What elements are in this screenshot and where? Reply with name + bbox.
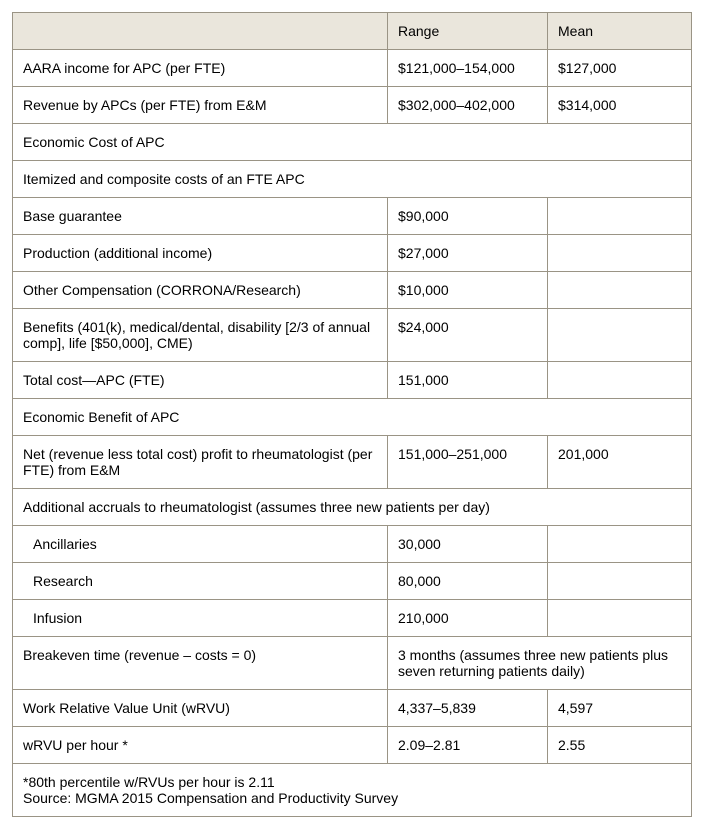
table-header-row: Range Mean xyxy=(13,13,692,50)
table-row: Revenue by APCs (per FTE) from E&M$302,0… xyxy=(13,87,692,124)
table-row: Economic Cost of APC xyxy=(13,124,692,161)
mean-cell: $314,000 xyxy=(548,87,692,124)
header-label xyxy=(13,13,388,50)
table-row: Research80,000 xyxy=(13,563,692,600)
label-cell: Production (additional income) xyxy=(13,235,388,272)
range-cell: 151,000–251,000 xyxy=(388,436,548,489)
footnote-row: *80th percentile w/RVUs per hour is 2.11… xyxy=(13,764,692,817)
label-cell: wRVU per hour * xyxy=(13,727,388,764)
range-cell: $27,000 xyxy=(388,235,548,272)
mean-cell xyxy=(548,309,692,362)
mean-cell xyxy=(548,272,692,309)
table-row: Additional accruals to rheumatologist (a… xyxy=(13,489,692,526)
header-mean: Mean xyxy=(548,13,692,50)
mean-cell: 201,000 xyxy=(548,436,692,489)
table-row: Economic Benefit of APC xyxy=(13,399,692,436)
table-row: Net (revenue less total cost) profit to … xyxy=(13,436,692,489)
range-cell: 3 months (assumes three new patients plu… xyxy=(388,637,692,690)
mean-cell xyxy=(548,198,692,235)
economic-table: Range Mean AARA income for APC (per FTE)… xyxy=(12,12,692,817)
range-cell: $10,000 xyxy=(388,272,548,309)
table-row: Ancillaries30,000 xyxy=(13,526,692,563)
section-cell: Additional accruals to rheumatologist (a… xyxy=(13,489,692,526)
footnote-cell: *80th percentile w/RVUs per hour is 2.11… xyxy=(13,764,692,817)
table-row: Total cost—APC (FTE)151,000 xyxy=(13,362,692,399)
mean-cell xyxy=(548,235,692,272)
range-cell: 4,337–5,839 xyxy=(388,690,548,727)
label-cell: Total cost—APC (FTE) xyxy=(13,362,388,399)
range-cell: $24,000 xyxy=(388,309,548,362)
label-cell: Breakeven time (revenue – costs = 0) xyxy=(13,637,388,690)
section-cell: Economic Benefit of APC xyxy=(13,399,692,436)
table-row: wRVU per hour *2.09–2.812.55 xyxy=(13,727,692,764)
label-cell: Ancillaries xyxy=(13,526,388,563)
range-cell: $90,000 xyxy=(388,198,548,235)
table-row: Itemized and composite costs of an FTE A… xyxy=(13,161,692,198)
mean-cell xyxy=(548,526,692,563)
header-range: Range xyxy=(388,13,548,50)
label-cell: Net (revenue less total cost) profit to … xyxy=(13,436,388,489)
range-cell: $302,000–402,000 xyxy=(388,87,548,124)
range-cell: 2.09–2.81 xyxy=(388,727,548,764)
table-row: Base guarantee$90,000 xyxy=(13,198,692,235)
label-cell: Research xyxy=(13,563,388,600)
section-cell: Itemized and composite costs of an FTE A… xyxy=(13,161,692,198)
mean-cell: $127,000 xyxy=(548,50,692,87)
mean-cell xyxy=(548,563,692,600)
mean-cell: 2.55 xyxy=(548,727,692,764)
label-cell: Benefits (401(k), medical/dental, disabi… xyxy=(13,309,388,362)
section-cell: Economic Cost of APC xyxy=(13,124,692,161)
table-row: Breakeven time (revenue – costs = 0)3 mo… xyxy=(13,637,692,690)
label-cell: Revenue by APCs (per FTE) from E&M xyxy=(13,87,388,124)
label-cell: Infusion xyxy=(13,600,388,637)
table-row: Work Relative Value Unit (wRVU)4,337–5,8… xyxy=(13,690,692,727)
table-row: Infusion210,000 xyxy=(13,600,692,637)
label-cell: AARA income for APC (per FTE) xyxy=(13,50,388,87)
label-cell: Work Relative Value Unit (wRVU) xyxy=(13,690,388,727)
range-cell: 30,000 xyxy=(388,526,548,563)
range-cell: $121,000–154,000 xyxy=(388,50,548,87)
table-row: Benefits (401(k), medical/dental, disabi… xyxy=(13,309,692,362)
mean-cell xyxy=(548,600,692,637)
range-cell: 151,000 xyxy=(388,362,548,399)
range-cell: 80,000 xyxy=(388,563,548,600)
mean-cell xyxy=(548,362,692,399)
table-row: AARA income for APC (per FTE)$121,000–15… xyxy=(13,50,692,87)
table-body: AARA income for APC (per FTE)$121,000–15… xyxy=(13,50,692,817)
table-row: Other Compensation (CORRONA/Research)$10… xyxy=(13,272,692,309)
table-row: Production (additional income)$27,000 xyxy=(13,235,692,272)
mean-cell: 4,597 xyxy=(548,690,692,727)
label-cell: Base guarantee xyxy=(13,198,388,235)
range-cell: 210,000 xyxy=(388,600,548,637)
label-cell: Other Compensation (CORRONA/Research) xyxy=(13,272,388,309)
